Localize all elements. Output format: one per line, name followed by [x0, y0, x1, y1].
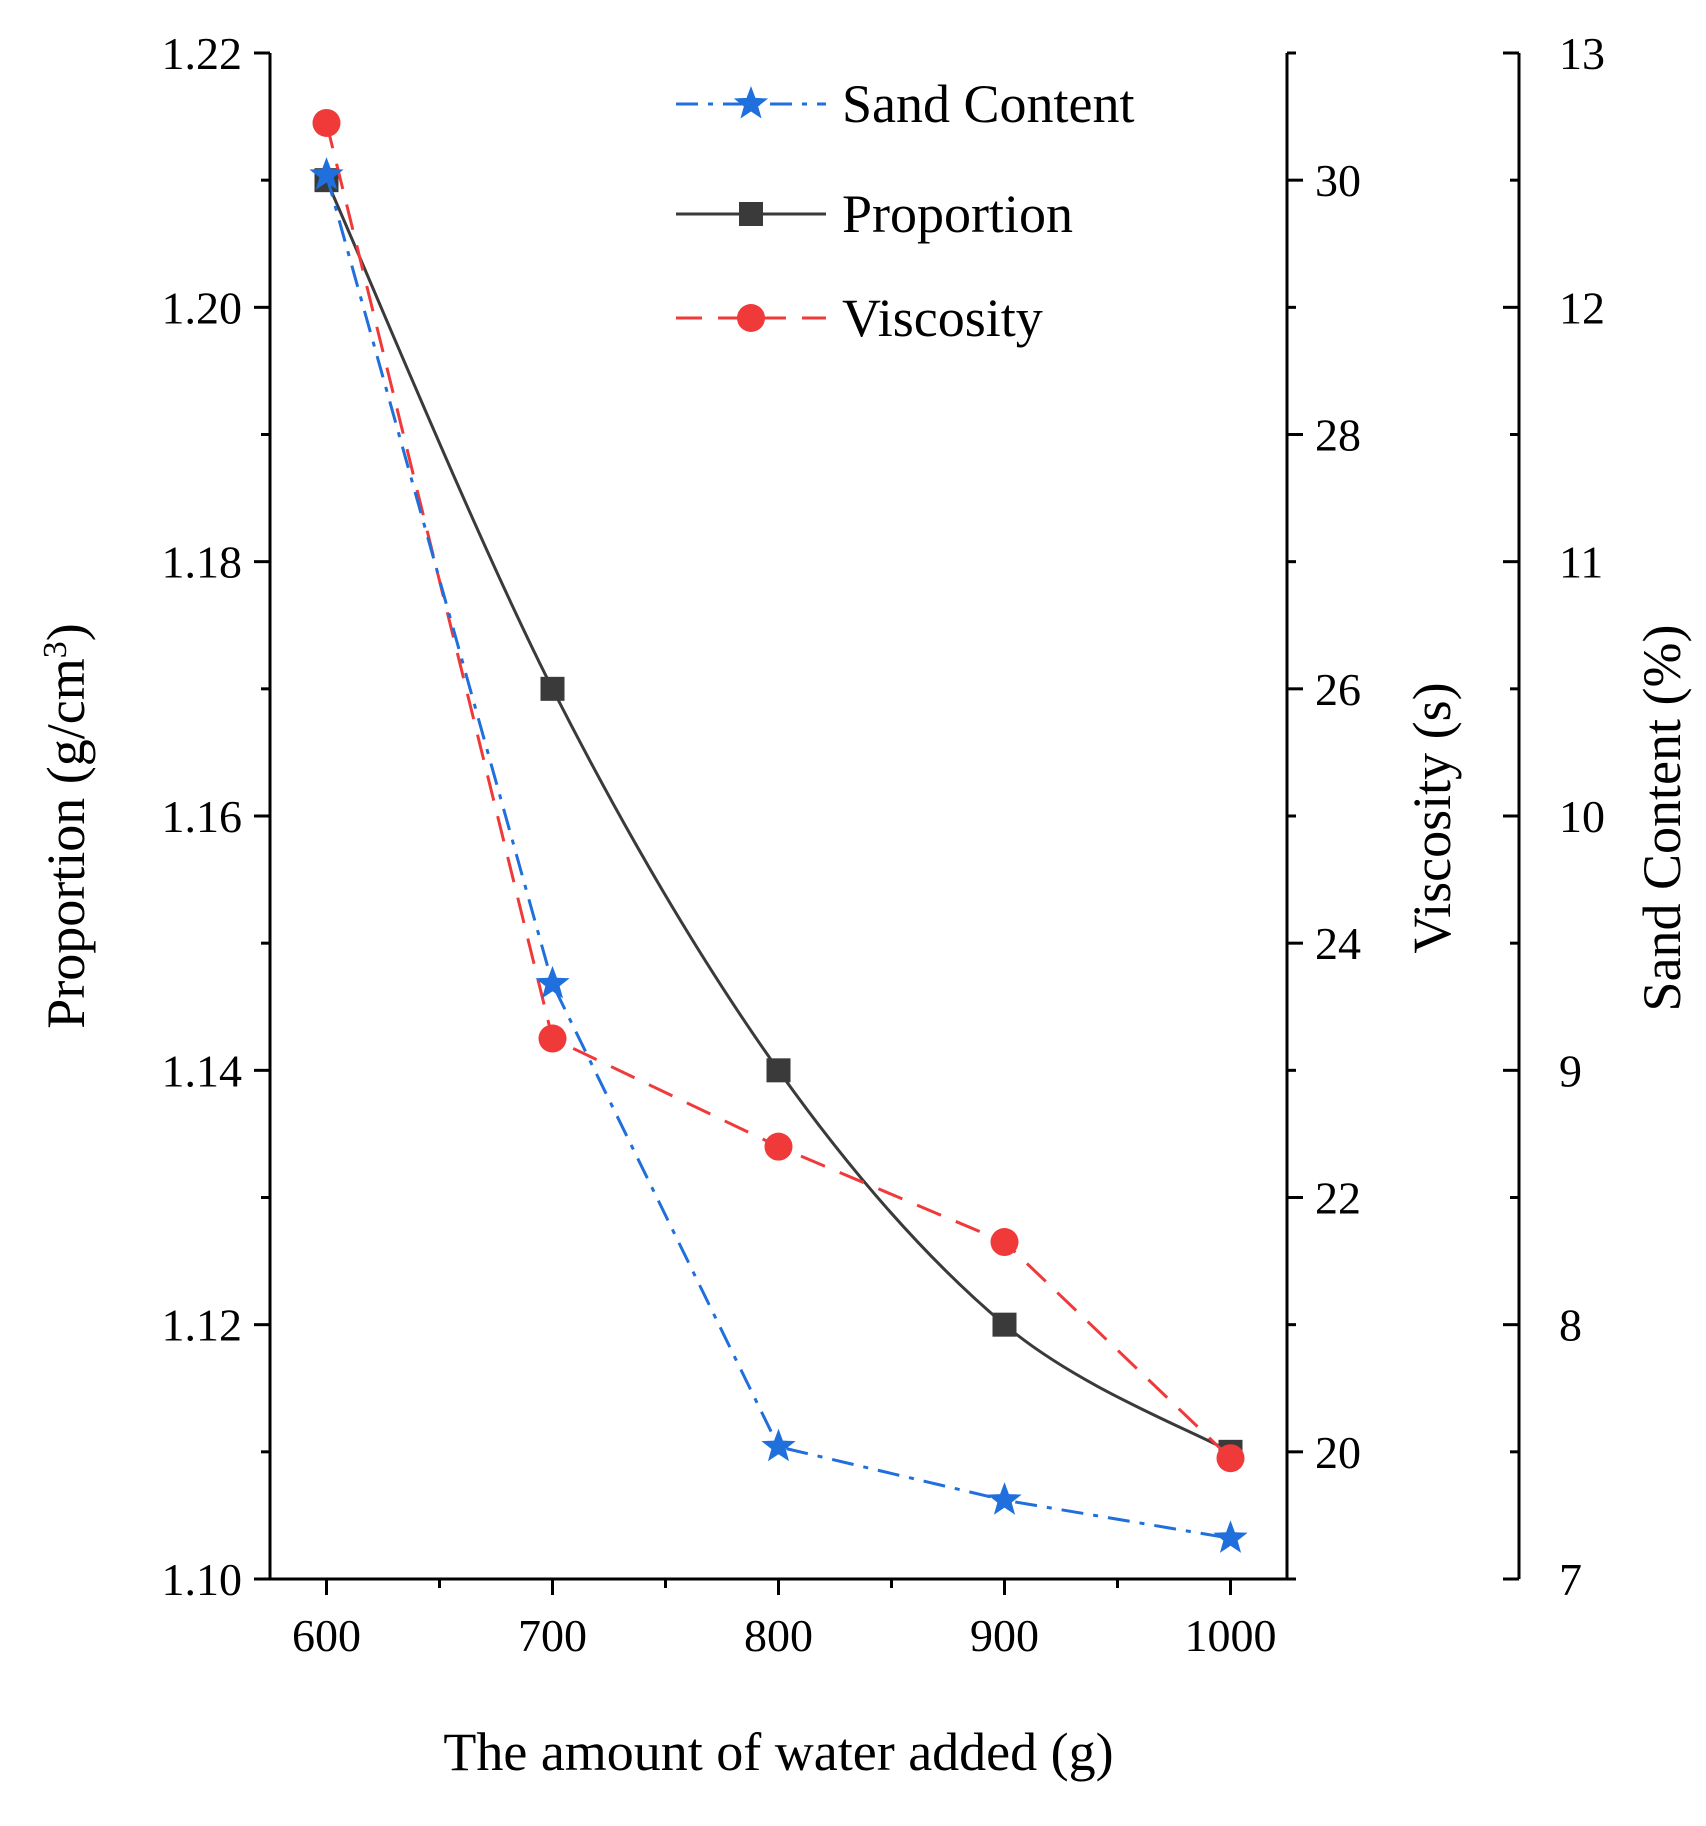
proportion-point [992, 1312, 1017, 1337]
viscosity-tick-label: 22 [1315, 1173, 1361, 1224]
proportion-axis-title-end: ) [36, 623, 96, 641]
sand-tick-label: 13 [1559, 28, 1605, 79]
proportion-tick-label: 1.14 [162, 1045, 243, 1096]
legend-viscosity-marker [737, 304, 765, 332]
sand-tick-label: 9 [1559, 1045, 1582, 1096]
viscosity-point [538, 1024, 567, 1053]
proportion-axis-title-main: Proportion (g/cm [36, 658, 96, 1028]
viscosity-tick-label: 20 [1315, 1427, 1361, 1478]
sand-tick-label: 12 [1559, 282, 1605, 333]
x-tick-label: 1000 [1185, 1610, 1277, 1661]
legend-viscosity-label: Viscosity [842, 288, 1043, 348]
proportion-tick-label: 1.10 [162, 1554, 243, 1605]
legend-sand-content-marker [733, 86, 769, 119]
proportion-tick-label: 1.12 [162, 1300, 243, 1351]
proportion-axis-title: Proportion (g/cm3) [36, 623, 96, 1028]
viscosity-line [325, 122, 1232, 1460]
viscosity-tick-label: 24 [1315, 918, 1361, 969]
sand-tick-label: 8 [1559, 1300, 1582, 1351]
x-tick-label: 800 [744, 1610, 813, 1661]
x-tick-label: 900 [970, 1610, 1039, 1661]
viscosity-axis-title: Viscosity (s) [1402, 682, 1462, 953]
proportion-tick-label: 1.22 [162, 28, 243, 79]
axes-layer [268, 53, 1521, 1581]
sand-content-point [309, 157, 344, 190]
viscosity-tick-label: 26 [1315, 664, 1361, 715]
sand-axis-title: Sand Content (%) [1632, 625, 1692, 1012]
sand-content-point [535, 965, 570, 999]
viscosity-point [764, 1132, 793, 1161]
sand-content-point [1213, 1520, 1248, 1553]
sand-content-point [761, 1428, 796, 1462]
proportion-point [540, 676, 565, 701]
proportion-axis-title-sup: 3 [37, 641, 74, 658]
viscosity-point [990, 1228, 1019, 1257]
ticks-layer: 600 700 800 900 1000 1.10 1.12 1.14 1.16 1.18 1.20… [162, 28, 1606, 1661]
legend-sand-content-label: Sand Content [842, 74, 1135, 134]
x-axis-title: The amount of water added (g) [443, 1722, 1113, 1782]
proportion-line [325, 179, 1232, 1454]
sand-content-line [325, 174, 1231, 1540]
sand-tick-label: 7 [1559, 1554, 1582, 1605]
viscosity-tick-label: 28 [1315, 410, 1361, 461]
legend: Sand Content Proportion Viscosity [676, 74, 1135, 348]
proportion-tick-label: 1.18 [162, 537, 243, 588]
legend-proportion-marker [739, 202, 763, 226]
viscosity-tick-label: 30 [1315, 155, 1361, 206]
viscosity-point [312, 108, 341, 137]
sand-content-point [987, 1482, 1022, 1515]
x-tick-label: 700 [518, 1610, 587, 1661]
legend-proportion-label: Proportion [842, 184, 1073, 244]
series-layer [309, 108, 1248, 1553]
proportion-tick-label: 1.16 [162, 791, 243, 842]
sand-tick-label: 10 [1559, 791, 1605, 842]
sand-tick-label: 11 [1559, 537, 1603, 588]
proportion-tick-label: 1.20 [162, 282, 243, 333]
x-tick-label: 600 [292, 1610, 361, 1661]
viscosity-point [1216, 1444, 1245, 1473]
proportion-point [766, 1058, 791, 1083]
